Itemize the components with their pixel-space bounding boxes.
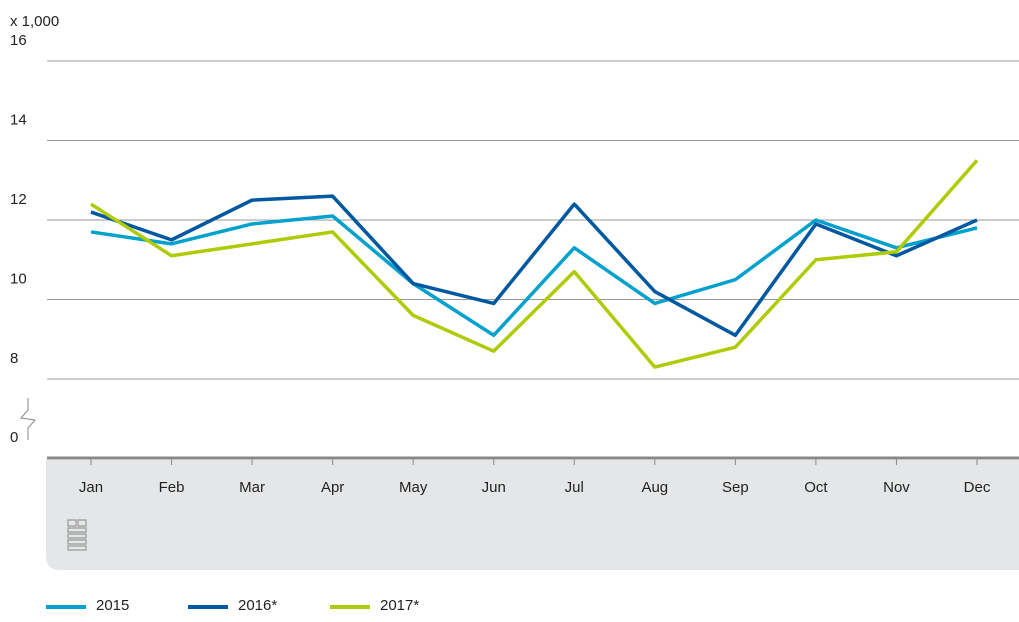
y-tick-label: 8: [10, 350, 18, 367]
axis-break: [20, 398, 36, 440]
legend-label: 2015: [96, 597, 129, 614]
y-tick-label: 16: [10, 32, 27, 49]
y-tick-label: 14: [10, 111, 27, 128]
x-tick-label: May: [399, 479, 428, 496]
x-tick-label: Nov: [883, 479, 910, 496]
x-tick-label: Aug: [641, 479, 668, 496]
series-line: [90, 214, 978, 338]
y-tick-label: 0: [10, 429, 18, 446]
x-tick-label: Mar: [239, 479, 265, 496]
x-tick-label: Jun: [482, 479, 506, 496]
y-tick-label: 10: [10, 270, 27, 287]
x-tick-label: Feb: [159, 479, 185, 496]
legend-label: 2017*: [380, 597, 419, 614]
x-axis-panel: [46, 460, 1019, 570]
series-line: [90, 159, 979, 369]
y-tick-label: 12: [10, 191, 27, 208]
cbs-logo: [67, 519, 87, 551]
legend-label: 2016*: [238, 597, 277, 614]
x-tick-label: Oct: [804, 479, 828, 496]
x-tick-label: Sep: [722, 479, 749, 496]
y-unit: x 1,000: [10, 13, 59, 30]
x-tick-label: Dec: [964, 479, 991, 496]
x-tick-label: Jul: [565, 479, 584, 496]
series-line: [90, 194, 978, 338]
x-tick-label: Jan: [79, 479, 103, 496]
x-tick-label: Apr: [321, 479, 344, 496]
